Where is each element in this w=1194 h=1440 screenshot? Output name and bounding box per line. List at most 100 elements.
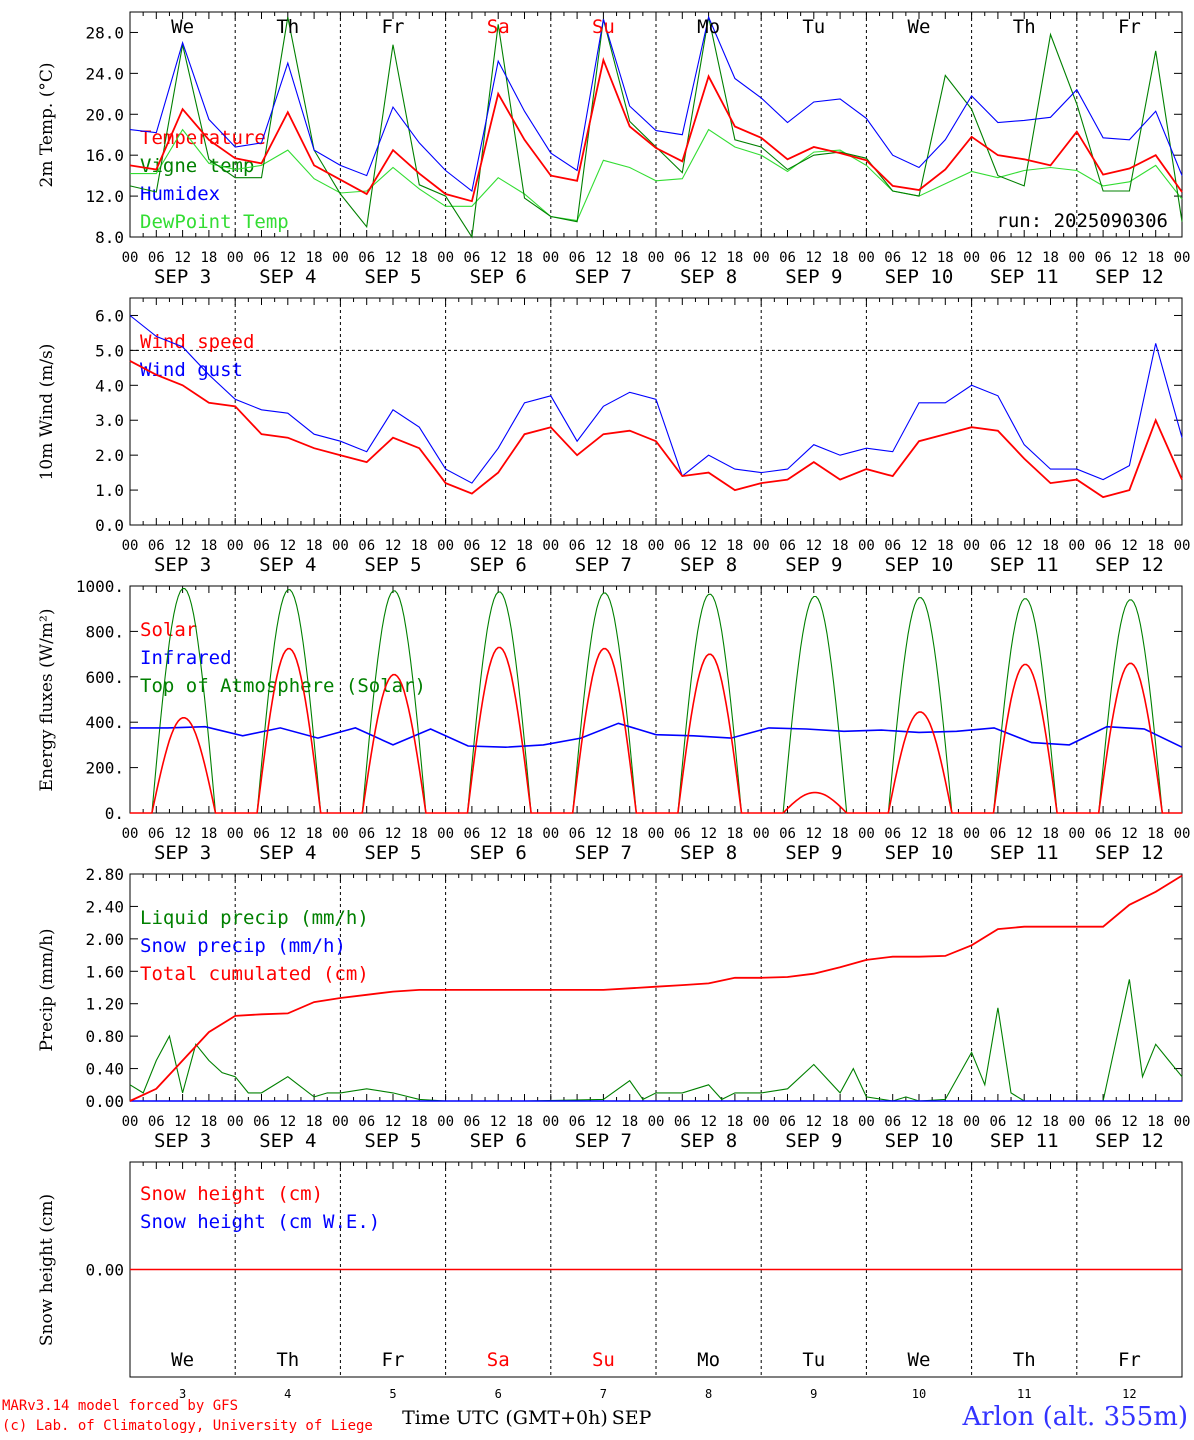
hour-tick-label: 18: [516, 826, 533, 842]
hour-tick-label: 18: [200, 538, 217, 554]
y-tick-label: 1000.: [76, 577, 124, 596]
hour-tick-label: 06: [148, 826, 165, 842]
hour-tick-label: 00: [963, 538, 980, 554]
hour-tick-label: 06: [569, 250, 586, 266]
hour-tick-label: 18: [306, 826, 323, 842]
hour-tick-label: 12: [174, 538, 191, 554]
hour-tick-label: 06: [989, 538, 1006, 554]
day-number-label: 8: [705, 1387, 712, 1401]
day-number-label: 10: [912, 1387, 926, 1401]
hour-tick-label: 06: [779, 538, 796, 554]
date-label: SEP 7: [575, 266, 632, 288]
hour-tick-label: 06: [253, 538, 270, 554]
station-title: Arlon (alt. 355m): [962, 1402, 1188, 1432]
date-label: SEP 5: [364, 266, 421, 288]
hour-tick-label: 06: [1095, 826, 1112, 842]
hour-tick-label: 18: [937, 826, 954, 842]
hour-tick-label: 00: [963, 1114, 980, 1130]
hour-tick-label: 00: [1174, 826, 1191, 842]
hour-tick-label: 00: [332, 250, 349, 266]
date-label: SEP 11: [990, 554, 1059, 576]
y-axis-title: Snow height (cm): [37, 1194, 57, 1346]
date-label: SEP 10: [885, 266, 954, 288]
hour-tick-label: 12: [490, 826, 507, 842]
date-label: SEP 4: [259, 554, 316, 576]
series-line-dewpoint-temp: [130, 128, 1183, 222]
y-tick-label: 1.0: [95, 481, 124, 500]
hour-tick-label: 12: [805, 250, 822, 266]
legend-entry: DewPoint Temp: [140, 211, 289, 233]
y-tick-label: 8.0: [95, 228, 124, 247]
hour-tick-label: 18: [306, 250, 323, 266]
hour-tick-label: 12: [385, 538, 402, 554]
hour-tick-label: 18: [726, 1114, 743, 1130]
hour-tick-label: 12: [174, 826, 191, 842]
hour-tick-label: 00: [753, 538, 770, 554]
hour-tick-label: 18: [1147, 1114, 1164, 1130]
date-label: SEP 11: [990, 842, 1059, 864]
hour-tick-label: 00: [1174, 1114, 1191, 1130]
hour-tick-label: 18: [1042, 250, 1059, 266]
hour-tick-label: 06: [148, 1114, 165, 1130]
hour-tick-label: 18: [726, 826, 743, 842]
hour-tick-label: 00: [1174, 250, 1191, 266]
day-of-week-label: Fr: [382, 16, 405, 38]
y-tick-label: 2.80: [85, 865, 124, 884]
hour-tick-label: 00: [753, 250, 770, 266]
hour-tick-label: 12: [595, 538, 612, 554]
hour-tick-label: 12: [490, 538, 507, 554]
hour-tick-label: 18: [516, 1114, 533, 1130]
series-line-wind-speed: [129, 360, 1183, 499]
day-of-week-label: Tu: [802, 16, 825, 38]
hour-tick-label: 12: [279, 1114, 296, 1130]
hour-tick-label: 06: [989, 826, 1006, 842]
date-label: SEP 6: [470, 554, 527, 576]
hour-tick-label: 06: [779, 826, 796, 842]
hour-tick-label: 18: [306, 538, 323, 554]
hour-tick-label: 00: [963, 826, 980, 842]
hour-tick-label: 18: [726, 538, 743, 554]
legend-entry: Liquid precip (mm/h): [140, 907, 369, 929]
hour-tick-label: 06: [358, 1114, 375, 1130]
x-axis-month: SEP: [612, 1407, 652, 1429]
hour-tick-label: 06: [463, 538, 480, 554]
legend-entry: Snow precip (mm/h): [140, 935, 346, 957]
y-tick-label: 24.0: [85, 64, 124, 83]
hour-tick-label: 06: [674, 1114, 691, 1130]
hour-tick-label: 00: [227, 826, 244, 842]
date-label: SEP 9: [785, 1130, 842, 1152]
hour-tick-label: 00: [122, 250, 139, 266]
day-number-label: 6: [495, 1387, 502, 1401]
hour-tick-label: 06: [884, 1114, 901, 1130]
day-of-week-label: Th: [1013, 16, 1036, 38]
date-label: SEP 4: [259, 842, 316, 864]
hour-tick-label: 12: [1121, 538, 1138, 554]
hour-tick-label: 18: [937, 250, 954, 266]
y-tick-label: 0.80: [85, 1027, 124, 1046]
hour-tick-label: 00: [753, 1114, 770, 1130]
hour-tick-label: 06: [358, 250, 375, 266]
y-tick-label: 20.0: [85, 105, 124, 124]
hour-tick-label: 18: [516, 538, 533, 554]
hour-tick-label: 00: [648, 826, 665, 842]
hour-tick-label: 06: [463, 1114, 480, 1130]
y-tick-label: 800.: [85, 622, 124, 641]
hour-tick-label: 18: [832, 826, 849, 842]
legend-entry: Solar: [140, 619, 197, 641]
hour-tick-label: 06: [989, 250, 1006, 266]
hour-tick-label: 06: [463, 250, 480, 266]
day-of-week-label: Fr: [1118, 1349, 1141, 1371]
y-tick-label: 16.0: [85, 146, 124, 165]
hour-tick-label: 18: [1147, 250, 1164, 266]
day-of-week-label: Sa: [487, 1349, 510, 1371]
hour-tick-label: 18: [411, 250, 428, 266]
y-axis-title: 10m Wind (m/s): [37, 344, 57, 481]
hour-tick-label: 12: [490, 1114, 507, 1130]
day-number-label: 4: [284, 1387, 291, 1401]
day-of-week-label: Tu: [802, 1349, 825, 1371]
date-label: SEP 11: [990, 266, 1059, 288]
date-label: SEP 6: [470, 842, 527, 864]
series-line-wind-gust: [129, 315, 1183, 484]
day-number-label: 3: [179, 1387, 186, 1401]
